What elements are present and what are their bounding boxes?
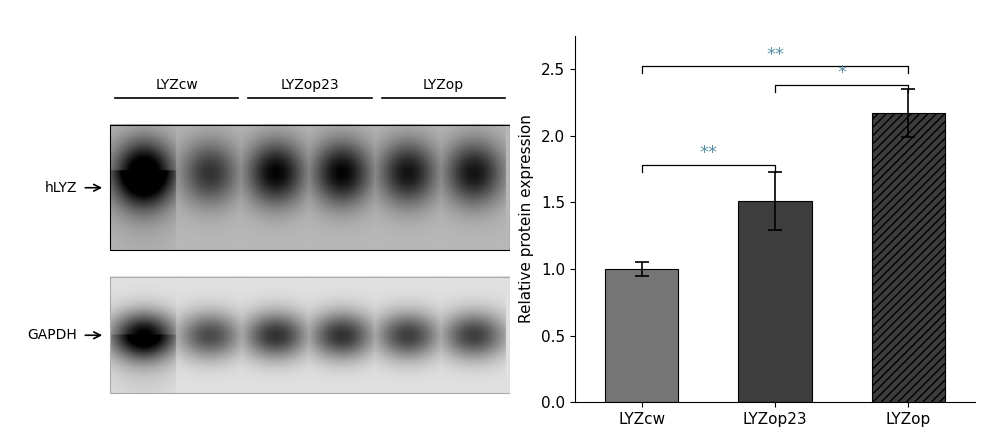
Y-axis label: Relative protein expression: Relative protein expression — [519, 114, 534, 324]
Bar — [738, 201, 812, 402]
Text: *: * — [837, 64, 846, 82]
Bar — [872, 113, 945, 402]
Text: **: ** — [699, 144, 717, 162]
Text: GAPDH: GAPDH — [28, 328, 78, 342]
Text: LYZcw: LYZcw — [155, 78, 198, 92]
Text: **: ** — [766, 46, 784, 64]
Bar — [605, 269, 678, 402]
Text: LYZop: LYZop — [423, 78, 464, 92]
Text: hLYZ: hLYZ — [45, 181, 78, 195]
Bar — [110, 277, 510, 393]
Bar — [110, 125, 510, 250]
Text: LYZop23: LYZop23 — [281, 78, 339, 92]
